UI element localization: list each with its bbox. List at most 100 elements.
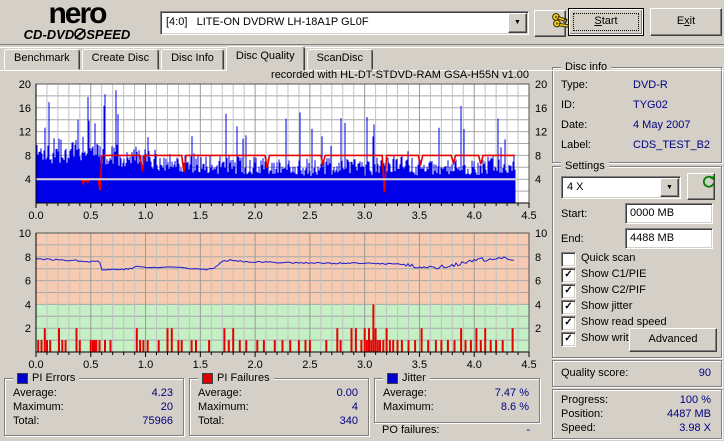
axis-label: 6 bbox=[25, 276, 31, 288]
progress-value: 100 % bbox=[679, 394, 711, 406]
axis-label: 0.5 bbox=[83, 210, 98, 222]
axis-label: 4.0 bbox=[467, 210, 482, 222]
logo-product-text: CD-DVD SPEED bbox=[23, 27, 131, 42]
tab-create-disc[interactable]: Create Disc bbox=[81, 49, 160, 70]
show-jitter-label: Show jitter bbox=[581, 300, 633, 312]
show-c1-pie-label: Show C1/PIE bbox=[581, 268, 647, 280]
tab-disc-info[interactable]: Disc Info bbox=[161, 49, 224, 70]
scan-speed-dropdown[interactable]: 4 X ▼ bbox=[561, 176, 681, 199]
axis-label: 16 bbox=[19, 103, 31, 115]
start-button[interactable]: Start bbox=[568, 8, 644, 36]
axis-label: 4 bbox=[25, 174, 31, 186]
jitter-pif-chart: 2 2 4 4 6 6 8 8 10 10 0.0 0.5 1.0 1.5 2.0 2.5 3.0 3.5 4.0 4… bbox=[19, 228, 548, 371]
axis-label: 12 bbox=[535, 127, 547, 139]
quality-score-label: Quality score: bbox=[561, 367, 629, 379]
axis-label: 10 bbox=[535, 228, 547, 240]
axis-label: recorded with HL-DT-STDVD-RAM GSA-H55N v… bbox=[271, 69, 529, 81]
settings-groupbox: Settings 4 X ▼ Start: 0000 MB End: 4488 … bbox=[552, 160, 722, 358]
scan-speed-value: 4 X bbox=[567, 181, 584, 193]
scan-end-input[interactable]: 4488 MB bbox=[625, 228, 713, 249]
progress-label: Progress: bbox=[561, 394, 609, 406]
axis-label: 1.0 bbox=[138, 359, 153, 371]
axis-label: 1.0 bbox=[138, 210, 153, 222]
quality-score-value: 90 bbox=[698, 367, 711, 379]
nero-cd-dvd-speed-logo: nero CD-DVD SPEED bbox=[8, 0, 146, 43]
drive-selector-dropdown[interactable]: [4:0] LITE-ON DVDRW LH-18A1P GL0F ▼ bbox=[160, 11, 529, 35]
axis-label: 8 bbox=[25, 150, 31, 162]
axis-label: 20 bbox=[535, 79, 547, 91]
disc-date-label: Date: bbox=[561, 119, 588, 131]
axis-label: 4.5 bbox=[521, 359, 536, 371]
position-value: 4487 MB bbox=[666, 408, 711, 420]
axis-label: 2.0 bbox=[247, 359, 262, 371]
show-jitter-checkbox[interactable]: ✓ bbox=[561, 300, 576, 315]
axis-label: 1.5 bbox=[193, 210, 208, 222]
axis-label: 4.0 bbox=[467, 359, 482, 371]
po-failures-value: - bbox=[526, 424, 530, 436]
quick-scan-checkbox[interactable] bbox=[561, 252, 576, 267]
advanced-button[interactable]: Advanced bbox=[629, 328, 717, 352]
axis-label: 12 bbox=[19, 127, 31, 139]
quality-score-box: Quality score: 90 bbox=[552, 360, 722, 387]
disc-type-label: Type: bbox=[561, 79, 588, 91]
axis-label: 4 bbox=[535, 174, 541, 186]
progress-box: Progress: 100 % Position: 4487 MB Speed: 3.… bbox=[552, 389, 722, 439]
settings-title: Settings bbox=[565, 160, 605, 172]
axis-label: 3.0 bbox=[357, 210, 372, 222]
jitter-legend-icon bbox=[387, 372, 398, 384]
disc-icon bbox=[74, 27, 87, 42]
speed-label: Speed: bbox=[561, 422, 596, 434]
tab-strip: Benchmark Create Disc Disc Info Disc Qua… bbox=[4, 46, 375, 71]
axis-label: 2 bbox=[535, 323, 541, 335]
pi-failures-legend-icon bbox=[202, 372, 213, 384]
pi-errors-chart: 4 4 8 8 12 12 16 16 20 20 0.0 0.5 1.0 1.5 2.0 2.5 3.0 3.5… bbox=[19, 69, 548, 222]
axis-label: 10 bbox=[19, 228, 31, 240]
tab-page-edge bbox=[0, 70, 724, 71]
axis-label: 3.5 bbox=[412, 359, 427, 371]
exit-button[interactable]: Exit bbox=[650, 8, 722, 36]
options-button[interactable] bbox=[534, 10, 569, 37]
axis-label: 2.5 bbox=[302, 210, 317, 222]
axis-label: 20 bbox=[19, 79, 31, 91]
pi-failures-title: PI Failures bbox=[217, 372, 270, 384]
show-c2-pif-checkbox[interactable]: ✓ bbox=[561, 284, 576, 299]
po-failures-label: PO failures: bbox=[382, 424, 440, 436]
po-failures-row: PO failures: - bbox=[382, 424, 530, 438]
drive-selector-value: [4:0] LITE-ON DVDRW LH-18A1P GL0F bbox=[166, 16, 369, 28]
disc-label-value: CDS_TEST_B2 bbox=[633, 139, 711, 151]
scan-start-label: Start: bbox=[561, 208, 588, 220]
axis-label: 8 bbox=[535, 252, 541, 264]
disc-id-value: TYG02 bbox=[633, 99, 668, 111]
pi-failures-stats-box: PI Failures Average: 0.00 Maximum: 4 Total… bbox=[189, 372, 369, 436]
tab-benchmark[interactable]: Benchmark bbox=[4, 49, 80, 70]
show-read-speed-label: Show read speed bbox=[581, 316, 667, 328]
chevron-down-icon[interactable]: ▼ bbox=[508, 13, 527, 33]
axis-label: 2.0 bbox=[247, 210, 262, 222]
show-write-speed-checkbox[interactable]: ✓ bbox=[561, 332, 576, 347]
axis-label: 3.0 bbox=[357, 359, 372, 371]
focus-rect bbox=[573, 13, 639, 31]
refresh-button[interactable] bbox=[687, 173, 715, 200]
chevron-down-icon[interactable]: ▼ bbox=[660, 178, 679, 197]
tab-disc-quality[interactable]: Disc Quality bbox=[225, 46, 305, 71]
disc-date-value: 4 May 2007 bbox=[633, 119, 691, 131]
disc-info-title: Disc info bbox=[565, 61, 608, 73]
axis-label: 0.0 bbox=[28, 210, 43, 222]
axis-label: 2 bbox=[25, 323, 31, 335]
show-c1-pie-checkbox[interactable]: ✓ bbox=[561, 268, 576, 283]
axis-label: 8 bbox=[535, 150, 541, 162]
axis-label: 4.5 bbox=[521, 210, 536, 222]
axis-label: 1.5 bbox=[193, 359, 208, 371]
toolbar-separator bbox=[0, 44, 724, 48]
disc-label-label: Label: bbox=[561, 139, 591, 151]
scan-start-input[interactable]: 0000 MB bbox=[625, 203, 713, 224]
axis-label: 16 bbox=[535, 103, 547, 115]
tab-scandisc[interactable]: ScanDisc bbox=[306, 49, 374, 70]
axis-label: 2.5 bbox=[302, 359, 317, 371]
jitter-stats-box: Jitter Average: 7.47 % Maximum: 8.6 % bbox=[374, 372, 540, 423]
pi-errors-stats-box: PI Errors Average: 4.23 Maximum: 20 Total:… bbox=[4, 372, 184, 436]
axis-label: 6 bbox=[535, 276, 541, 288]
show-read-speed-checkbox[interactable]: ✓ bbox=[561, 316, 576, 331]
axis-label: 4 bbox=[535, 299, 541, 311]
quick-scan-label: Quick scan bbox=[581, 252, 636, 264]
